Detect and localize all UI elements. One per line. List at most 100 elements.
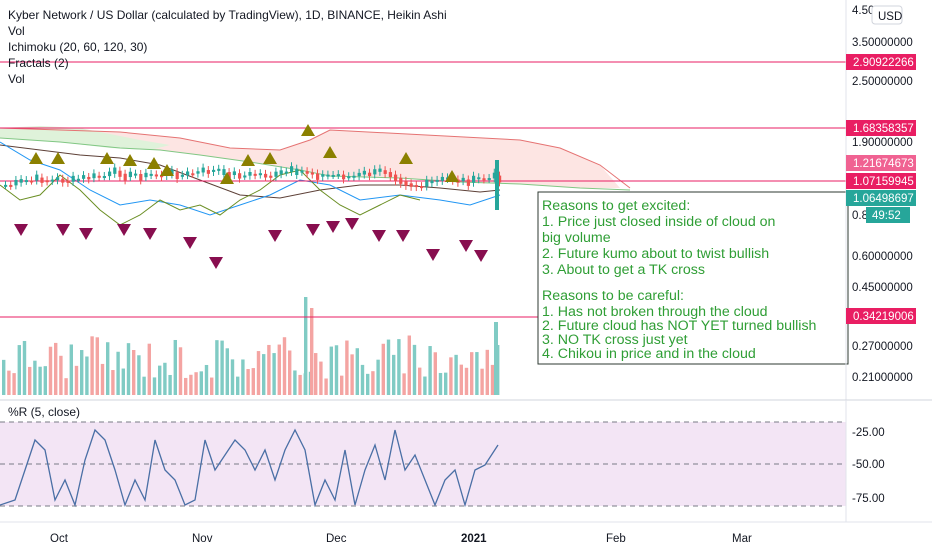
candle-body (342, 174, 346, 180)
volume-bars (2, 297, 500, 395)
price-tick: 1.90000000 (852, 137, 913, 149)
volume-bar (428, 346, 432, 395)
price-label-level-3: 1.07159945 (853, 176, 914, 188)
fractal-up-icon (51, 152, 65, 164)
candle-body (274, 171, 278, 177)
candle-body (149, 173, 153, 176)
candle-body (206, 170, 210, 174)
candle-body (97, 175, 101, 178)
time-axis[interactable]: Oct Nov Dec 2021 Feb Mar (0, 521, 932, 545)
volume-bar (288, 350, 292, 395)
price-label-last: 1.06498697 (853, 193, 914, 205)
volume-bar (2, 359, 6, 395)
volume-bar (277, 344, 281, 395)
volume-bar (246, 369, 250, 395)
volume-bar (371, 371, 375, 395)
candle-body (30, 180, 34, 183)
volume-bar (350, 354, 354, 395)
fractal-down-icon (396, 230, 410, 242)
annotation-box[interactable]: Reasons to get excited: 1. Price just cl… (537, 191, 849, 365)
volume-bar (142, 376, 146, 395)
volume-bar (95, 337, 99, 395)
volume-bar (7, 370, 11, 395)
candle-body (357, 172, 361, 177)
volume-bar (334, 345, 339, 395)
volume-bar (90, 336, 94, 395)
volume-bar (168, 374, 172, 395)
volume-bar (449, 357, 453, 395)
price-labels: 2.90922266 1.68358357 1.21674673 1.07159… (846, 54, 916, 324)
volume-bar (137, 355, 141, 395)
candle-body (232, 171, 236, 176)
candle-body (66, 180, 70, 183)
volume-bar (475, 352, 479, 395)
williams-r-pane[interactable]: %R (5, close) -25.00 -50.00 -75.00 (0, 400, 885, 522)
candle-body (227, 172, 231, 179)
candle-body (352, 175, 356, 178)
volume-bar (106, 342, 110, 395)
candle-body (4, 184, 8, 187)
osc-tick: -75.00 (852, 493, 885, 505)
legend-vol[interactable]: Vol (8, 24, 25, 38)
price-label-level-4: 0.34219006 (853, 311, 914, 323)
candle-body (92, 173, 96, 179)
fractal-down-icon (14, 224, 28, 236)
volume-bar (298, 374, 302, 395)
price-tick: 4.50 (852, 5, 874, 17)
price-axis[interactable]: 4.50 3.50000000 2.50000000 1.90000000 0.… (845, 0, 913, 400)
fractal-down-icon (117, 224, 131, 236)
volume-bar (402, 373, 406, 395)
volume-bar (381, 343, 385, 395)
volume-bar (251, 368, 255, 395)
legend-vol-2[interactable]: Vol (8, 72, 25, 86)
candle-body (35, 174, 39, 181)
volume-bar (147, 343, 151, 395)
volume-bar (194, 372, 198, 395)
kijun-line (0, 144, 501, 199)
candle-body (326, 174, 330, 177)
candle-body (191, 173, 195, 176)
legend-fractals[interactable]: Fractals (2) (8, 56, 69, 70)
candle-body (316, 173, 320, 180)
annotation-line: Reasons to be careful: (542, 288, 684, 304)
candle-body (50, 179, 54, 182)
symbol-title[interactable]: Kyber Network / US Dollar (calculated by… (8, 8, 447, 22)
price-tick: 0.60000000 (852, 251, 913, 263)
volume-bar (59, 355, 63, 395)
volume-bar (392, 354, 396, 395)
annotation-line: 3. NO TK cross just yet (542, 332, 688, 348)
volume-bar (241, 359, 245, 395)
legend-ichimoku[interactable]: Ichimoku (20, 60, 120, 30) (8, 40, 147, 54)
candle-body (87, 176, 91, 180)
candle-body (279, 170, 283, 175)
candle-body (102, 176, 106, 179)
fractal-up-icon (123, 154, 137, 166)
volume-bar (116, 351, 120, 395)
volume-bar (407, 335, 411, 395)
candle-body (154, 174, 158, 177)
candle-body (76, 178, 80, 181)
candle-body (40, 177, 44, 183)
price-tick: 3.50000000 (852, 37, 913, 49)
tenkan-line (0, 141, 501, 216)
volume-bar (480, 368, 484, 395)
candle-body (310, 172, 314, 175)
volume-bar (236, 376, 240, 395)
currency-button[interactable]: USD (871, 5, 903, 25)
volume-bar (163, 362, 167, 395)
candle-body (123, 173, 127, 181)
candles (4, 160, 502, 210)
currency-label: USD (878, 11, 902, 23)
candle-body-last (495, 160, 499, 210)
volume-bar (314, 353, 318, 395)
fractal-up-icon (301, 124, 315, 136)
volume-bar (210, 377, 214, 395)
candle-body (498, 175, 502, 183)
candle-body (170, 169, 174, 175)
osc-tick: -50.00 (852, 459, 885, 471)
countdown-label: 49:52 (872, 210, 901, 222)
candle-body (71, 175, 75, 182)
volume-bar (215, 340, 219, 395)
volume-bar (184, 377, 188, 395)
